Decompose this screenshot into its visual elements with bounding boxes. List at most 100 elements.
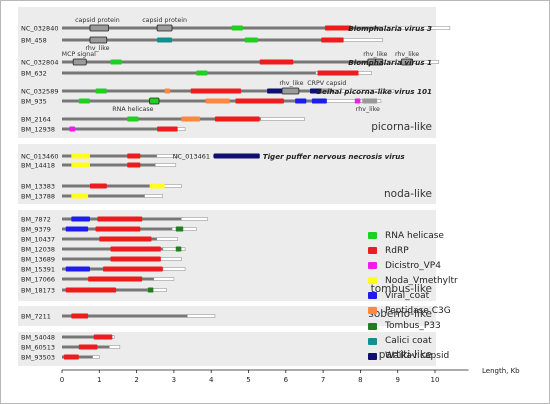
genome-row: BM_60513 <box>21 344 121 352</box>
genome-id-label: BM_458 <box>21 37 47 45</box>
domain-rhv-like <box>362 98 378 104</box>
legend-item: Peptidase C3G <box>368 303 458 318</box>
domain-viral-coat <box>65 226 89 232</box>
domain-rdrp <box>95 226 141 232</box>
domain-rdrp <box>321 37 344 43</box>
legend-label: RNA helicase <box>385 230 444 241</box>
group-label: noda-like <box>384 188 432 200</box>
legend-item: Dicistro_VP4 <box>368 258 458 273</box>
legend-label: Noda_Vmethyltr <box>385 275 458 286</box>
genome-tail <box>159 257 182 261</box>
domain-noda-vmethyltr <box>71 162 90 168</box>
group-label: sobemo-like <box>368 308 432 320</box>
virus-name-label: Biomphalaria virus 3 <box>348 24 432 33</box>
domain-dicistro-vp4 <box>69 126 76 132</box>
genome-id-label: BM_12038 <box>21 246 55 254</box>
genome-row: BM_935 <box>21 97 382 106</box>
domain-crpv-capsid <box>321 88 331 94</box>
legend-swatch <box>368 352 377 360</box>
domain-annotation: rhv_like <box>279 80 303 87</box>
genome-row: BM_12038 <box>21 246 186 254</box>
genome-tail <box>154 163 177 167</box>
legend-item: Waikav capsid <box>368 349 458 364</box>
genome-tail <box>180 217 208 221</box>
genome-backbone <box>62 314 188 318</box>
domain-viral-coat <box>65 266 90 272</box>
genome-backbone <box>62 26 381 30</box>
genome-tail <box>162 247 186 251</box>
domain-waikav-capsid <box>213 153 260 159</box>
genome-id-label: NC_032840 <box>21 25 58 33</box>
genome-row: NC_013460 Tiger puffer nervous necrosis v… <box>21 152 405 161</box>
genome-backbone <box>62 60 371 64</box>
domain-rna-helicase <box>196 70 208 76</box>
legend-swatch <box>368 322 377 330</box>
domain-rna-helicase <box>149 97 160 105</box>
legend-label: Viral_coat <box>385 290 430 301</box>
legend-swatch <box>368 277 377 285</box>
genome-backbone <box>62 99 324 103</box>
genome-row: NC_032804 Biomphalaria virus 1 <box>21 58 440 67</box>
genome-id-label: BM_13383 <box>21 183 55 191</box>
group-label: tombus-like <box>371 283 432 295</box>
domain-rhv-like <box>281 87 300 95</box>
genome-backbone <box>62 184 160 188</box>
genome-tail <box>147 288 167 292</box>
genome-id-label: BM_60513 <box>21 344 55 352</box>
genome-backbone <box>62 154 157 158</box>
domain-rdrp <box>65 287 117 293</box>
domain-annotation: RNA helicase <box>112 106 153 113</box>
domain-tombus-p33 <box>175 226 184 232</box>
domain-rhv-like <box>401 58 414 66</box>
genome-id-label: BM_10437 <box>21 236 55 244</box>
domain-rdrp <box>110 246 161 252</box>
domain-calici-coat <box>157 37 173 43</box>
domain-waikav-capsid <box>267 88 286 94</box>
legend-swatch <box>368 292 377 300</box>
domain-rdrp <box>235 98 284 104</box>
genome-row: BM_93503 <box>21 354 100 362</box>
legend-item: Tombus_P33 <box>368 319 458 334</box>
genome-row: BM_18173 <box>21 287 167 295</box>
genome-id-label: NC_013460 <box>21 153 58 161</box>
genome-row: BM_7211 <box>21 313 216 321</box>
legend-swatch <box>368 232 377 239</box>
domain-noda-vmethyltr <box>71 153 90 159</box>
legend-label: RdRP <box>385 245 409 256</box>
legend-swatch <box>368 337 377 345</box>
legend-item: RNA helicase <box>368 228 458 243</box>
legend-label: Calici coat <box>385 336 432 347</box>
domain-rdrp <box>97 216 143 222</box>
x-tick-label: 10 <box>431 376 440 384</box>
genome-tail <box>162 267 186 271</box>
genome-id-label: BM_7211 <box>21 313 51 321</box>
group-panel-sobemo-like <box>18 306 436 326</box>
genome-row: BM_54048 <box>21 334 115 342</box>
genome-id-label: NC_032589 <box>21 88 58 96</box>
group-label: picorna-like <box>371 121 432 133</box>
domain-peptidase-c3g <box>164 88 171 94</box>
domain-noda-vmethyltr <box>149 183 165 189</box>
domain-rdrp <box>63 354 79 360</box>
x-tick-label: 6 <box>284 376 289 384</box>
genome-row: NC_032589 Beihai picorna-like virus 101 <box>21 87 432 96</box>
group-panel-tombus-like <box>18 210 436 301</box>
genome-tail <box>92 355 100 359</box>
genome-id-label: BM_632 <box>21 70 47 78</box>
domain-annotation: rhv_like <box>363 51 387 58</box>
x-tick-label: 3 <box>172 376 176 384</box>
domain-rdrp <box>71 313 89 319</box>
legend-label: Waikav capsid <box>385 351 450 362</box>
domain-annotation: rhv_like <box>85 45 109 52</box>
genome-tail <box>156 154 178 158</box>
genome-row: BM_2164 <box>21 116 305 124</box>
x-tick-label: 7 <box>321 376 325 384</box>
genome-id-label: BM_9379 <box>21 226 51 234</box>
genome-tail <box>109 345 121 349</box>
genome-id-label: NC_013461 <box>173 153 210 161</box>
domain-rdrp <box>88 276 143 282</box>
genome-row: BM_7872 <box>21 216 208 224</box>
genome-backbone <box>62 117 261 121</box>
domain-viral-coat <box>295 98 307 104</box>
genome-tail <box>187 314 216 318</box>
